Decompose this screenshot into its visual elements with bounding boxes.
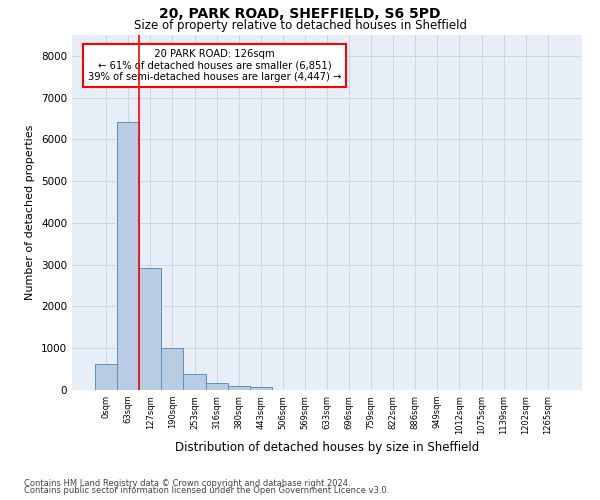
Bar	[117, 122, 139, 390]
Text: Contains public sector information licensed under the Open Government Licence v3: Contains public sector information licen…	[24, 486, 389, 495]
Text: 20 PARK ROAD: 126sqm  
← 61% of detached houses are smaller (6,851)
39% of semi-: 20 PARK ROAD: 126sqm ← 61% of detached h…	[88, 49, 341, 82]
Text: 20, PARK ROAD, SHEFFIELD, S6 5PD: 20, PARK ROAD, SHEFFIELD, S6 5PD	[159, 8, 441, 22]
Bar	[161, 348, 184, 390]
Text: Size of property relative to detached houses in Sheffield: Size of property relative to detached ho…	[133, 19, 467, 32]
Bar	[184, 374, 206, 390]
Bar	[95, 364, 117, 390]
Text: Contains HM Land Registry data © Crown copyright and database right 2024.: Contains HM Land Registry data © Crown c…	[24, 478, 350, 488]
Bar	[250, 387, 272, 390]
Bar	[139, 268, 161, 390]
X-axis label: Distribution of detached houses by size in Sheffield: Distribution of detached houses by size …	[175, 441, 479, 454]
Bar	[227, 386, 250, 390]
Y-axis label: Number of detached properties: Number of detached properties	[25, 125, 35, 300]
Bar	[206, 383, 227, 390]
